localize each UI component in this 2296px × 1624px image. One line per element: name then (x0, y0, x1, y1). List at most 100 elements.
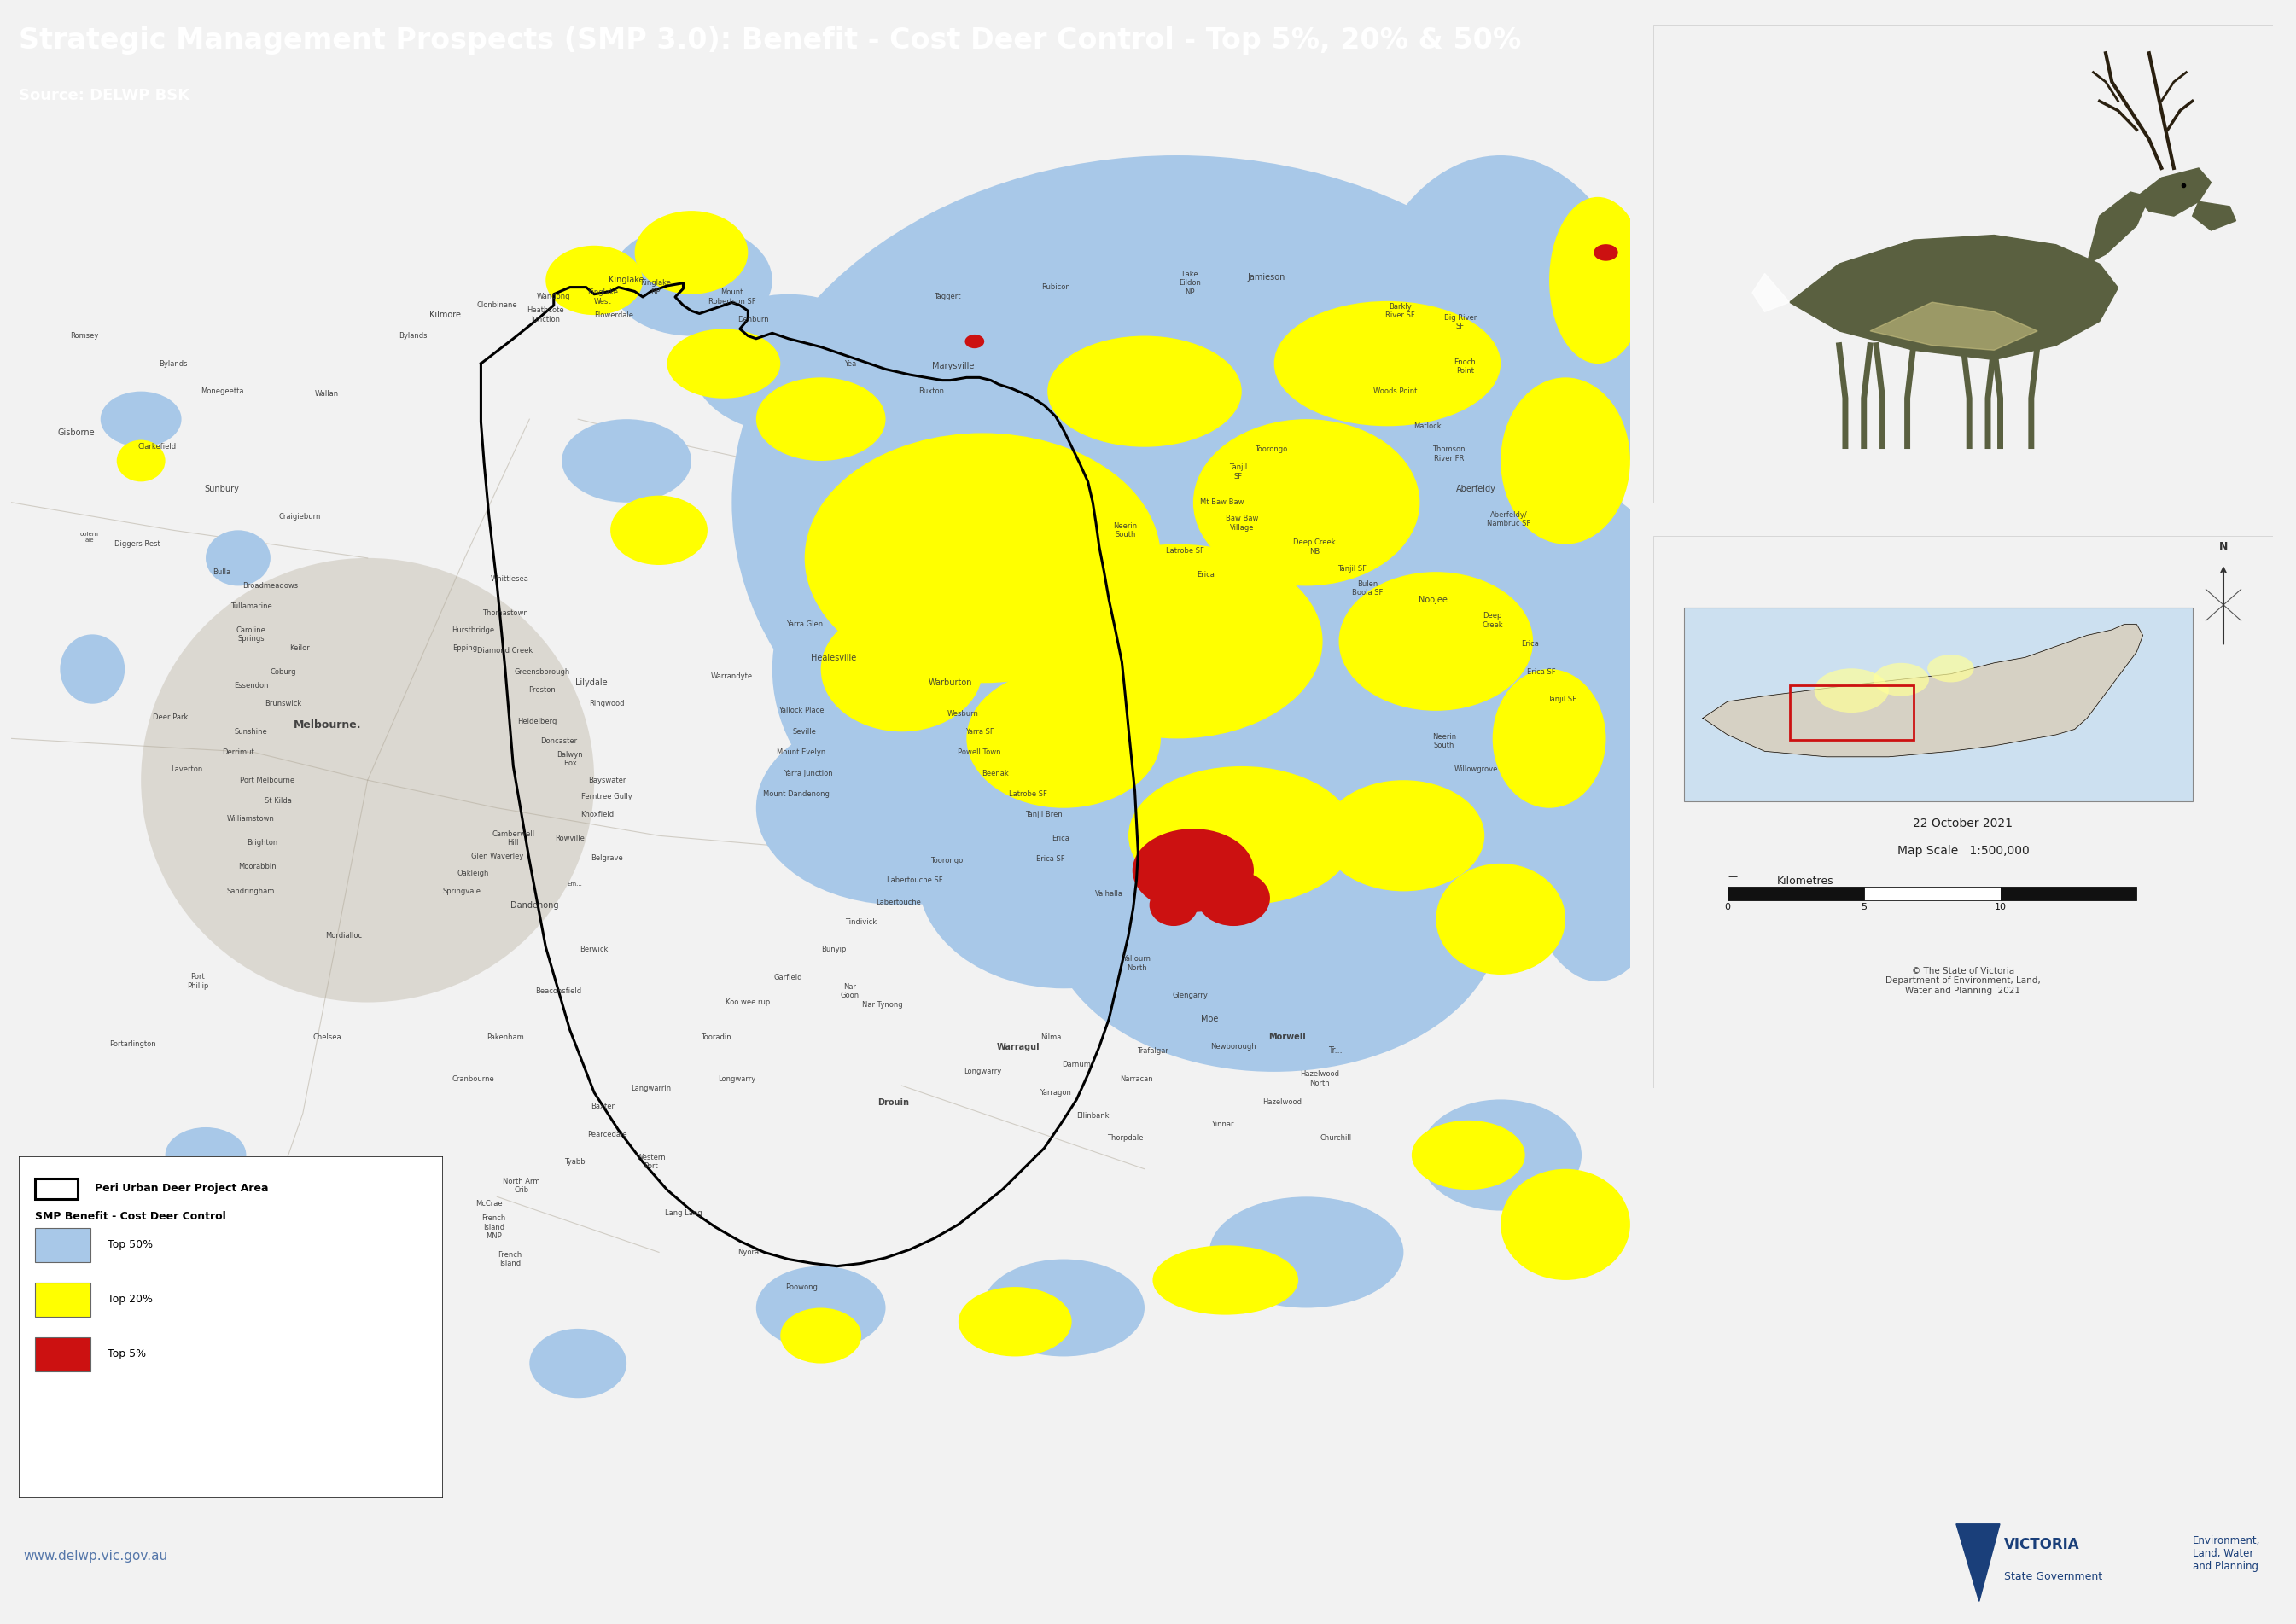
Ellipse shape (563, 419, 691, 502)
Ellipse shape (611, 224, 771, 336)
Polygon shape (1956, 1523, 2000, 1601)
Text: Rowville: Rowville (556, 835, 585, 843)
Text: Warragul: Warragul (996, 1043, 1040, 1051)
Text: Longwarry: Longwarry (719, 1075, 755, 1083)
Text: Powell Town: Powell Town (957, 749, 1001, 757)
Ellipse shape (60, 635, 124, 703)
Ellipse shape (771, 474, 1258, 864)
Text: Glengarry: Glengarry (1171, 992, 1208, 999)
Ellipse shape (1502, 1169, 1630, 1280)
Text: Tanjil Bren: Tanjil Bren (1026, 810, 1063, 818)
Text: Narracan: Narracan (1120, 1075, 1153, 1083)
Bar (1929, 1517, 2285, 1618)
Ellipse shape (1435, 864, 1566, 974)
Ellipse shape (1047, 767, 1502, 1072)
Text: French
Island
MNP: French Island MNP (482, 1215, 505, 1241)
Ellipse shape (1502, 377, 1630, 544)
Text: Monegeetta: Monegeetta (200, 388, 243, 395)
Text: Bulla: Bulla (214, 568, 232, 577)
Text: Bylands: Bylands (400, 331, 427, 339)
Text: Berwick: Berwick (581, 945, 608, 953)
Text: Flowerdale: Flowerdale (595, 312, 634, 318)
Text: Drouin: Drouin (877, 1098, 909, 1106)
Ellipse shape (207, 529, 271, 586)
Ellipse shape (822, 607, 983, 731)
Bar (34, 1179, 78, 1199)
Text: Erica SF: Erica SF (1527, 667, 1554, 676)
Ellipse shape (732, 156, 1621, 849)
Text: Beenak: Beenak (983, 770, 1010, 776)
Text: Morwell: Morwell (1267, 1033, 1306, 1041)
Ellipse shape (1492, 669, 1605, 807)
Text: Tanjil SF: Tanjil SF (1548, 695, 1577, 703)
Text: Kinglake: Kinglake (608, 276, 645, 284)
Text: Top 50%: Top 50% (108, 1239, 154, 1250)
Text: McCrae: McCrae (475, 1200, 503, 1208)
Text: Hurstbridge: Hurstbridge (452, 627, 494, 633)
Text: SMP Benefit - Cost Deer Control: SMP Benefit - Cost Deer Control (34, 1212, 227, 1221)
Text: © The State of Victoria
Department of Environment, Land,
Water and Planning  202: © The State of Victoria Department of En… (1885, 966, 2041, 996)
Text: Pearcedale: Pearcedale (588, 1130, 627, 1138)
Text: Yarra SF: Yarra SF (964, 728, 994, 736)
Polygon shape (1789, 235, 2117, 361)
Text: Brighton: Brighton (248, 840, 278, 846)
Polygon shape (2087, 192, 2149, 265)
Text: Laverton: Laverton (170, 765, 202, 773)
Text: Neerin
South: Neerin South (1114, 521, 1137, 539)
Text: Longwarry: Longwarry (964, 1069, 1001, 1075)
Text: Moorabbin: Moorabbin (239, 862, 276, 870)
Polygon shape (2193, 201, 2236, 231)
Text: Toorongo: Toorongo (1254, 447, 1288, 453)
Text: Portarlington: Portarlington (110, 1039, 156, 1047)
Text: Healesville: Healesville (810, 654, 856, 663)
Ellipse shape (1814, 669, 1890, 713)
Text: 22 October 2021: 22 October 2021 (1913, 817, 2014, 830)
Ellipse shape (1153, 1246, 1297, 1315)
Text: Langwarrin: Langwarrin (631, 1085, 670, 1093)
Text: 0: 0 (1724, 903, 1731, 911)
Text: Aberfeldy: Aberfeldy (1456, 484, 1497, 492)
Text: Tr...: Tr... (1329, 1046, 1343, 1056)
Text: Strategic Management Prospects (SMP 3.0): Benefit - Cost Deer Control - Top 5%, : Strategic Management Prospects (SMP 3.0)… (18, 26, 1520, 54)
Bar (2000, 887, 2138, 900)
Text: Camberwell
Hill: Camberwell Hill (491, 830, 535, 846)
Text: Western
Port: Western Port (636, 1153, 666, 1171)
Text: Whittlesea: Whittlesea (491, 575, 528, 583)
Text: Top 5%: Top 5% (108, 1348, 147, 1359)
Ellipse shape (1143, 495, 1630, 981)
Text: Mount
Robertson SF: Mount Robertson SF (707, 289, 755, 305)
Text: Coburg: Coburg (271, 667, 296, 676)
Ellipse shape (668, 330, 781, 398)
Text: Caroline
Springs: Caroline Springs (236, 627, 266, 643)
Text: Rubicon: Rubicon (1040, 284, 1070, 291)
Text: Clarkefield: Clarkefield (138, 443, 177, 451)
Text: North Arm
Crib: North Arm Crib (503, 1177, 540, 1194)
Text: Nar
Goon: Nar Goon (840, 983, 859, 999)
Text: Yallourn
North: Yallourn North (1123, 955, 1150, 971)
Text: Keilor: Keilor (289, 645, 310, 653)
Text: Mt Baw Baw: Mt Baw Baw (1201, 499, 1244, 507)
Ellipse shape (1196, 870, 1270, 926)
Text: Aberfeldy/
Nambruc SF: Aberfeldy/ Nambruc SF (1488, 512, 1531, 528)
Text: Labertouche SF: Labertouche SF (886, 877, 944, 883)
Text: Kilometres: Kilometres (1777, 875, 1835, 887)
Bar (1727, 887, 1864, 900)
Ellipse shape (1127, 767, 1355, 905)
Polygon shape (1704, 624, 2142, 757)
Text: Bulen
Boola SF: Bulen Boola SF (1352, 580, 1384, 598)
Text: Chelsea: Chelsea (312, 1033, 342, 1041)
Text: Balwyn
Box: Balwyn Box (558, 750, 583, 768)
Text: Mordialloc: Mordialloc (326, 932, 363, 940)
Text: State Government: State Government (2004, 1570, 2103, 1582)
Text: Brunswick: Brunswick (264, 700, 301, 708)
Ellipse shape (1593, 244, 1619, 261)
Text: Greensborough: Greensborough (514, 667, 569, 676)
Text: Tanjil SF: Tanjil SF (1336, 565, 1366, 573)
Text: Kinglake
NP: Kinglake NP (641, 279, 670, 296)
Text: Marysville: Marysville (932, 362, 974, 370)
Ellipse shape (262, 1307, 344, 1364)
Text: Barkly
River SF: Barkly River SF (1384, 302, 1414, 320)
Ellipse shape (1874, 663, 1929, 697)
Bar (1685, 607, 2193, 801)
Ellipse shape (1550, 197, 1646, 364)
